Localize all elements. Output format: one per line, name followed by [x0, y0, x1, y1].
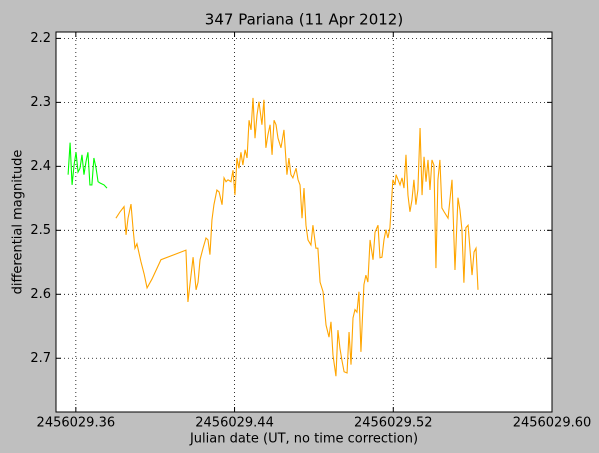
y-tick-label: 2.4 [30, 159, 51, 174]
plot-frame [55, 31, 553, 413]
data-line [115, 97, 479, 377]
y-tick-label: 2.7 [30, 351, 51, 366]
plot-area [56, 32, 552, 412]
x-tick-label: 2456029.60 [513, 416, 592, 431]
y-tick-label: 2.6 [30, 287, 51, 302]
data-line [67, 142, 108, 189]
y-tick-label: 2.2 [30, 31, 51, 46]
x-tick-label: 2456029.44 [195, 416, 274, 431]
y-tick-label: 2.5 [30, 223, 51, 238]
chart-title: 347 Pariana (11 Apr 2012) [205, 11, 403, 29]
x-tick-label: 2456029.52 [354, 416, 433, 431]
y-axis-label: differential magnitude [11, 150, 26, 295]
y-tick-label: 2.3 [30, 95, 51, 110]
x-axis-label: Julian date (UT, no time correction) [189, 432, 418, 447]
x-tick-label: 2456029.36 [37, 416, 116, 431]
